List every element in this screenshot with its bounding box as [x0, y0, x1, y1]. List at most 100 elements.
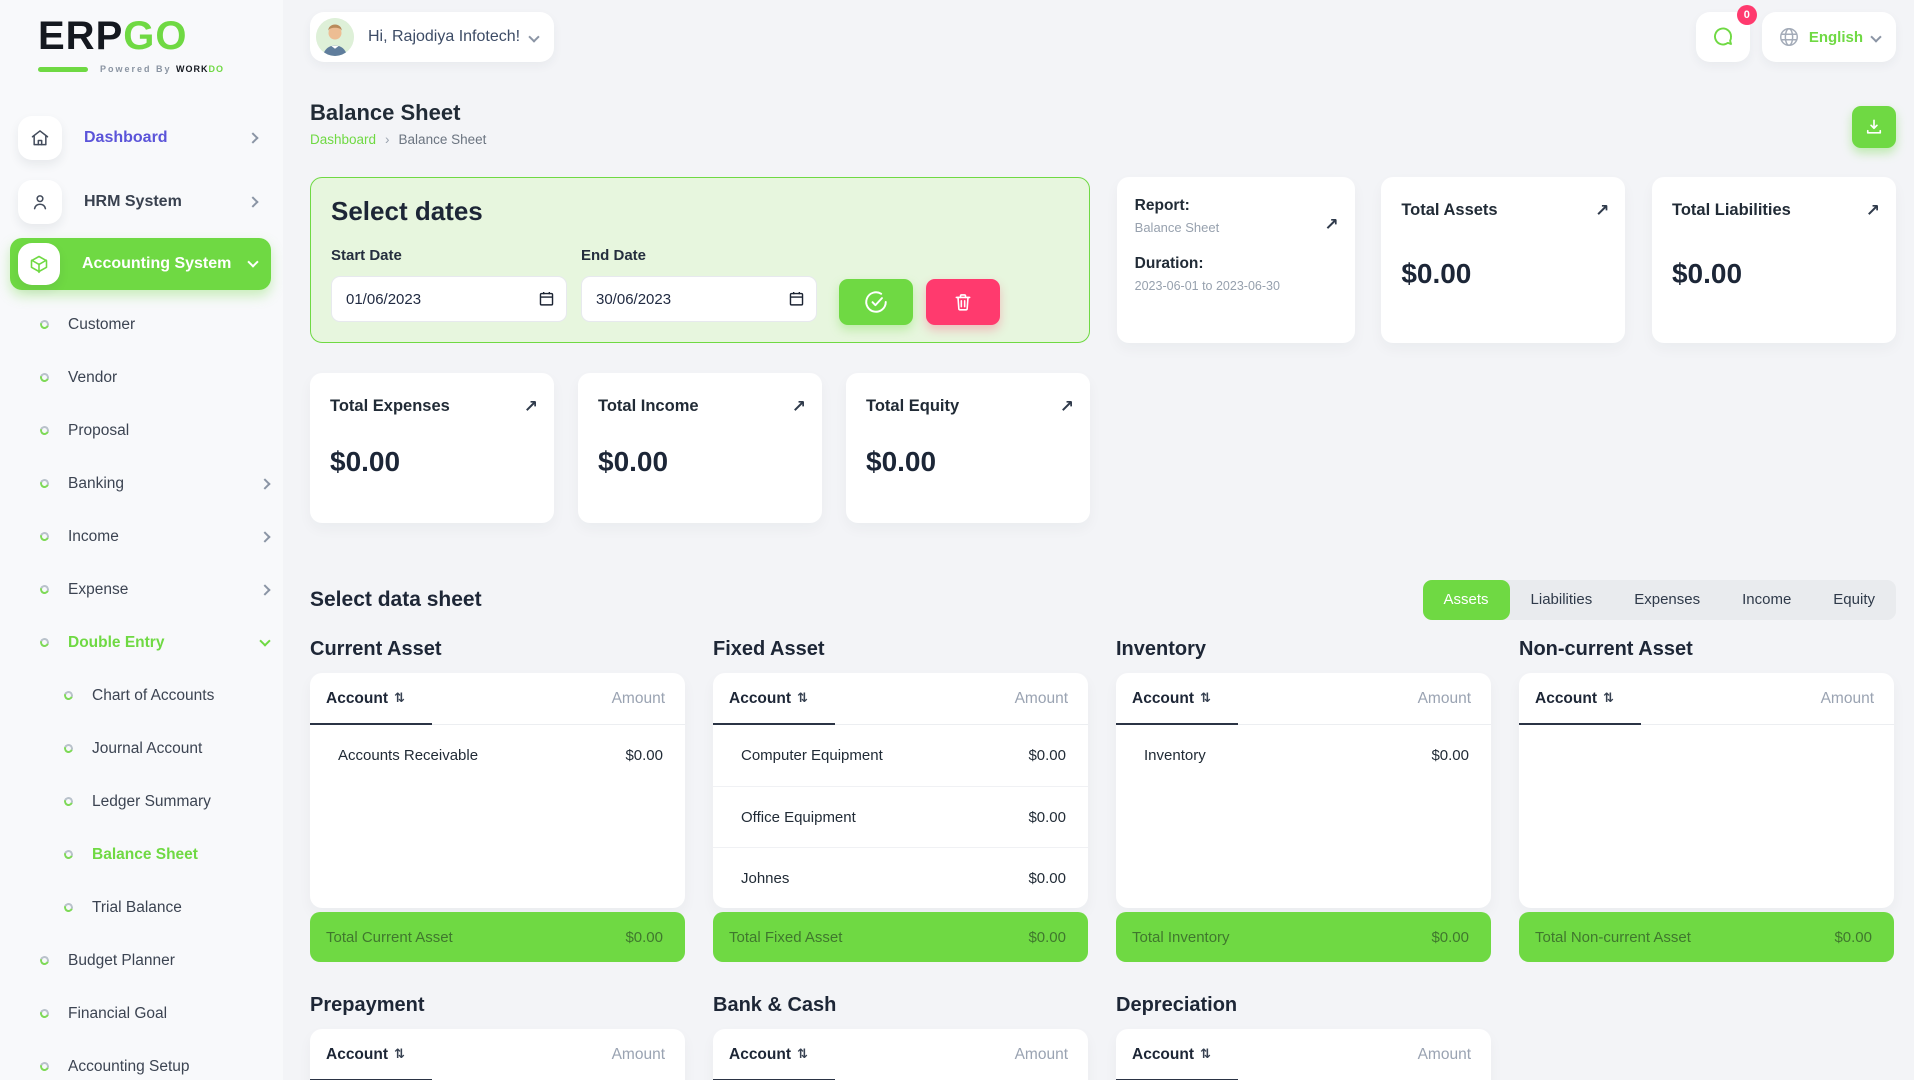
end-date-input[interactable] — [581, 276, 817, 322]
sidebar-item-vendor[interactable]: Vendor — [0, 351, 283, 404]
tab-liabilities[interactable]: Liabilities — [1530, 591, 1593, 608]
chevron-down-icon — [247, 256, 259, 268]
datasheet-title: Select data sheet — [310, 588, 482, 611]
calendar-icon[interactable] — [788, 290, 805, 307]
column-header-amount: Amount — [1014, 1045, 1068, 1063]
sidebar-item-income[interactable]: Income — [0, 510, 283, 563]
table-total-row: Total Inventory $0.00 — [1116, 912, 1491, 962]
sort-icon: ⇅ — [797, 1047, 808, 1062]
sidebar-item-double-entry[interactable]: Double Entry — [0, 616, 283, 669]
table-title: Current Asset — [310, 638, 442, 660]
sidebar-item-trial-balance[interactable]: Trial Balance — [0, 881, 283, 934]
table-card: Account ⇅ Amount Inventory $0.00 — [1116, 673, 1491, 908]
page-title: Balance Sheet — [310, 100, 461, 125]
sidebar-item-banking[interactable]: Banking — [0, 457, 283, 510]
select-dates-title: Select dates — [331, 196, 483, 226]
avatar — [316, 18, 354, 56]
bullet-icon — [62, 848, 75, 861]
table-row: Johnes $0.00 — [713, 847, 1088, 908]
sidebar-item-proposal[interactable]: Proposal — [0, 404, 283, 457]
column-header-account[interactable]: Account ⇅ — [1132, 1045, 1211, 1063]
start-date-field[interactable] — [331, 276, 567, 322]
non-current-asset-section: Non-current Asset Account ⇅ Amount Total … — [1519, 638, 1894, 962]
chevron-right-icon — [259, 583, 271, 596]
tab-expenses[interactable]: Expenses — [1634, 591, 1701, 608]
column-header-account[interactable]: Account ⇅ — [729, 689, 808, 707]
sidebar-item-dashboard[interactable]: Dashboard — [10, 110, 271, 166]
brand-logo[interactable]: ERPGO Powered By WORKDO — [0, 0, 283, 74]
powered-by-label: Powered By WORKDO — [100, 64, 225, 74]
column-header-account[interactable]: Account ⇅ — [1535, 689, 1614, 707]
bullet-icon — [38, 954, 51, 967]
notifications-button[interactable]: 0 — [1695, 5, 1757, 62]
tab-income[interactable]: Income — [1742, 591, 1792, 608]
apply-filter-button[interactable] — [839, 279, 913, 325]
download-button[interactable] — [1852, 106, 1896, 148]
table-row: Accounts Receivable $0.00 — [338, 747, 663, 764]
bank-cash-section: Bank & Cash Account ⇅ Amount — [713, 994, 1088, 1080]
user-menu[interactable]: Hi, Rajodiya Infotech! — [310, 12, 555, 62]
total-equity-card: Total Equity ↗ $0.00 — [846, 373, 1090, 523]
table-card: Account ⇅ Amount — [713, 1029, 1088, 1080]
start-date-input[interactable] — [331, 276, 567, 322]
sidebar-item-ledger-summary[interactable]: Ledger Summary — [0, 775, 283, 828]
fixed-asset-section: Fixed Asset Account ⇅ Amount Computer Equ… — [713, 638, 1088, 962]
column-header-account[interactable]: Account ⇅ — [1132, 689, 1211, 707]
table-total-row: Total Current Asset $0.00 — [310, 912, 685, 962]
current-asset-section: Current Asset Account ⇅ Amount Accounts R… — [310, 638, 685, 962]
sidebar-item-journal-account[interactable]: Journal Account — [0, 722, 283, 775]
sidebar-item-hrm-system[interactable]: HRM System — [10, 174, 271, 230]
table-title: Inventory — [1116, 638, 1207, 660]
sidebar-item-label: Accounting System — [82, 255, 232, 272]
tab-equity[interactable]: Equity — [1833, 591, 1875, 608]
column-header-amount: Amount — [1417, 1045, 1471, 1063]
user-icon — [18, 180, 62, 224]
chevron-down-icon — [259, 634, 271, 647]
bullet-icon — [38, 1007, 51, 1020]
chevron-right-icon — [247, 196, 259, 208]
tables-row-2: Prepayment Account ⇅ Amount Bank & Cash A… — [310, 994, 1896, 1080]
sidebar-item-accounting-system[interactable]: Accounting System — [10, 238, 271, 290]
arrow-up-right-icon: ↗ — [1595, 201, 1610, 220]
sidebar-item-budget-planner[interactable]: Budget Planner — [0, 934, 283, 987]
total-expenses-value: $0.00 — [330, 446, 401, 477]
prepayment-section: Prepayment Account ⇅ Amount — [310, 994, 685, 1080]
report-label: Report: — [1134, 197, 1190, 214]
breadcrumb-dashboard-link[interactable]: Dashboard — [310, 132, 377, 147]
chevron-right-icon — [259, 477, 271, 490]
sidebar-nav: Dashboard HRM System Accounting System C… — [0, 110, 283, 1080]
bullet-icon — [38, 477, 51, 490]
logo-underline — [38, 67, 88, 72]
header-underline — [1519, 723, 1641, 725]
sidebar-item-customer[interactable]: Customer — [0, 298, 283, 351]
sidebar-item-expense[interactable]: Expense — [0, 563, 283, 616]
sidebar-item-balance-sheet[interactable]: Balance Sheet — [0, 828, 283, 881]
table-card: Account ⇅ Amount — [310, 1029, 685, 1080]
tab-assets[interactable]: Assets — [1422, 580, 1510, 620]
duration-value: 2023-06-01 to 2023-06-30 — [1134, 279, 1280, 293]
column-header-amount: Amount — [611, 689, 665, 707]
breadcrumb: Dashboard › Balance Sheet — [310, 132, 1896, 147]
summary-row-1: Select dates Start Date End Date — [310, 177, 1896, 343]
start-date-label: Start Date — [331, 247, 402, 264]
sort-icon: ⇅ — [394, 691, 405, 706]
table-card: Account ⇅ Amount — [1519, 673, 1894, 908]
column-header-account[interactable]: Account ⇅ — [326, 1045, 405, 1063]
report-value: Balance Sheet — [1134, 220, 1220, 235]
chevron-right-icon — [247, 132, 259, 144]
clear-filter-button[interactable] — [926, 279, 1000, 325]
table-total-row: Total Fixed Asset $0.00 — [713, 912, 1088, 962]
column-header-account[interactable]: Account ⇅ — [729, 1045, 808, 1063]
sidebar-item-accounting-setup[interactable]: Accounting Setup — [0, 1040, 283, 1080]
total-income-value: $0.00 — [598, 446, 669, 477]
total-liabilities-card: Total Liabilities ↗ $0.00 — [1651, 177, 1896, 343]
sidebar-item-financial-goal[interactable]: Financial Goal — [0, 987, 283, 1040]
arrow-up-right-icon: ↗ — [523, 397, 538, 416]
report-summary-card: Report: Balance Sheet Duration: 2023-06-… — [1116, 177, 1355, 343]
column-header-account[interactable]: Account ⇅ — [326, 689, 405, 707]
calendar-icon[interactable] — [538, 290, 555, 307]
sidebar-item-chart-of-accounts[interactable]: Chart of Accounts — [0, 669, 283, 722]
language-selector[interactable]: English — [1761, 12, 1896, 62]
end-date-field[interactable] — [581, 276, 817, 322]
spacer-column — [1519, 994, 1894, 1080]
